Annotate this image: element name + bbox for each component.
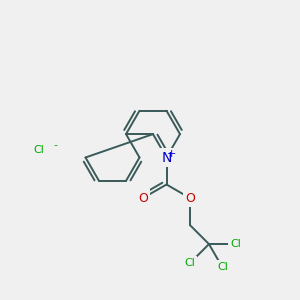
Text: Cl: Cl	[230, 239, 242, 249]
Text: +: +	[167, 149, 177, 159]
Text: Cl: Cl	[34, 145, 44, 155]
Text: O: O	[138, 191, 148, 205]
Text: Cl: Cl	[184, 258, 195, 268]
Text: O: O	[185, 191, 195, 205]
Text: -: -	[53, 140, 58, 151]
Text: Cl: Cl	[217, 262, 228, 272]
Text: N: N	[161, 151, 172, 164]
